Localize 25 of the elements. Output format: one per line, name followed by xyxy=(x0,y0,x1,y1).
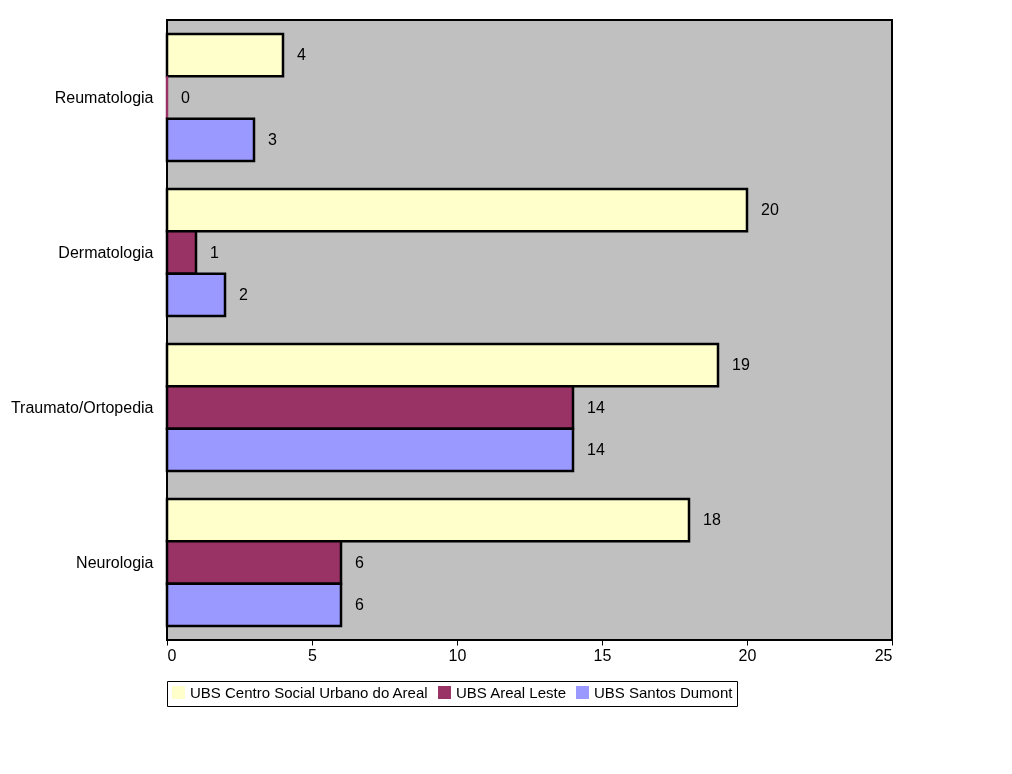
data-label: 1 xyxy=(210,243,219,261)
x-tick-label: 25 xyxy=(874,646,893,664)
data-label: 14 xyxy=(587,440,605,458)
y-tick-label: Neurologia xyxy=(76,553,154,571)
data-label: 6 xyxy=(355,595,364,613)
data-label: 20 xyxy=(761,201,779,219)
y-tick-label: Dermatologia xyxy=(58,243,154,261)
data-label: 19 xyxy=(732,356,750,374)
data-label: 18 xyxy=(703,511,721,529)
x-tick-label: 15 xyxy=(593,646,612,664)
data-label: 3 xyxy=(268,130,277,148)
legend-label: UBS Santos Dumont xyxy=(594,683,734,701)
x-tick-label: 20 xyxy=(738,646,757,664)
legend-label: UBS Centro Social Urbano do Areal xyxy=(190,683,428,701)
x-tick-label: 0 xyxy=(167,646,177,664)
x-tick-label: 10 xyxy=(448,646,467,664)
data-label: 6 xyxy=(355,553,364,571)
data-label: 4 xyxy=(297,46,306,64)
data-label: 14 xyxy=(587,398,605,416)
data-label: 2 xyxy=(239,285,248,303)
y-tick-label: Reumatologia xyxy=(54,88,154,106)
legend-label: UBS Areal Leste xyxy=(456,683,567,701)
data-label: 0 xyxy=(181,88,190,106)
y-tick-label: Traumato/Ortopedia xyxy=(10,398,154,416)
x-tick-label: 5 xyxy=(308,646,318,664)
